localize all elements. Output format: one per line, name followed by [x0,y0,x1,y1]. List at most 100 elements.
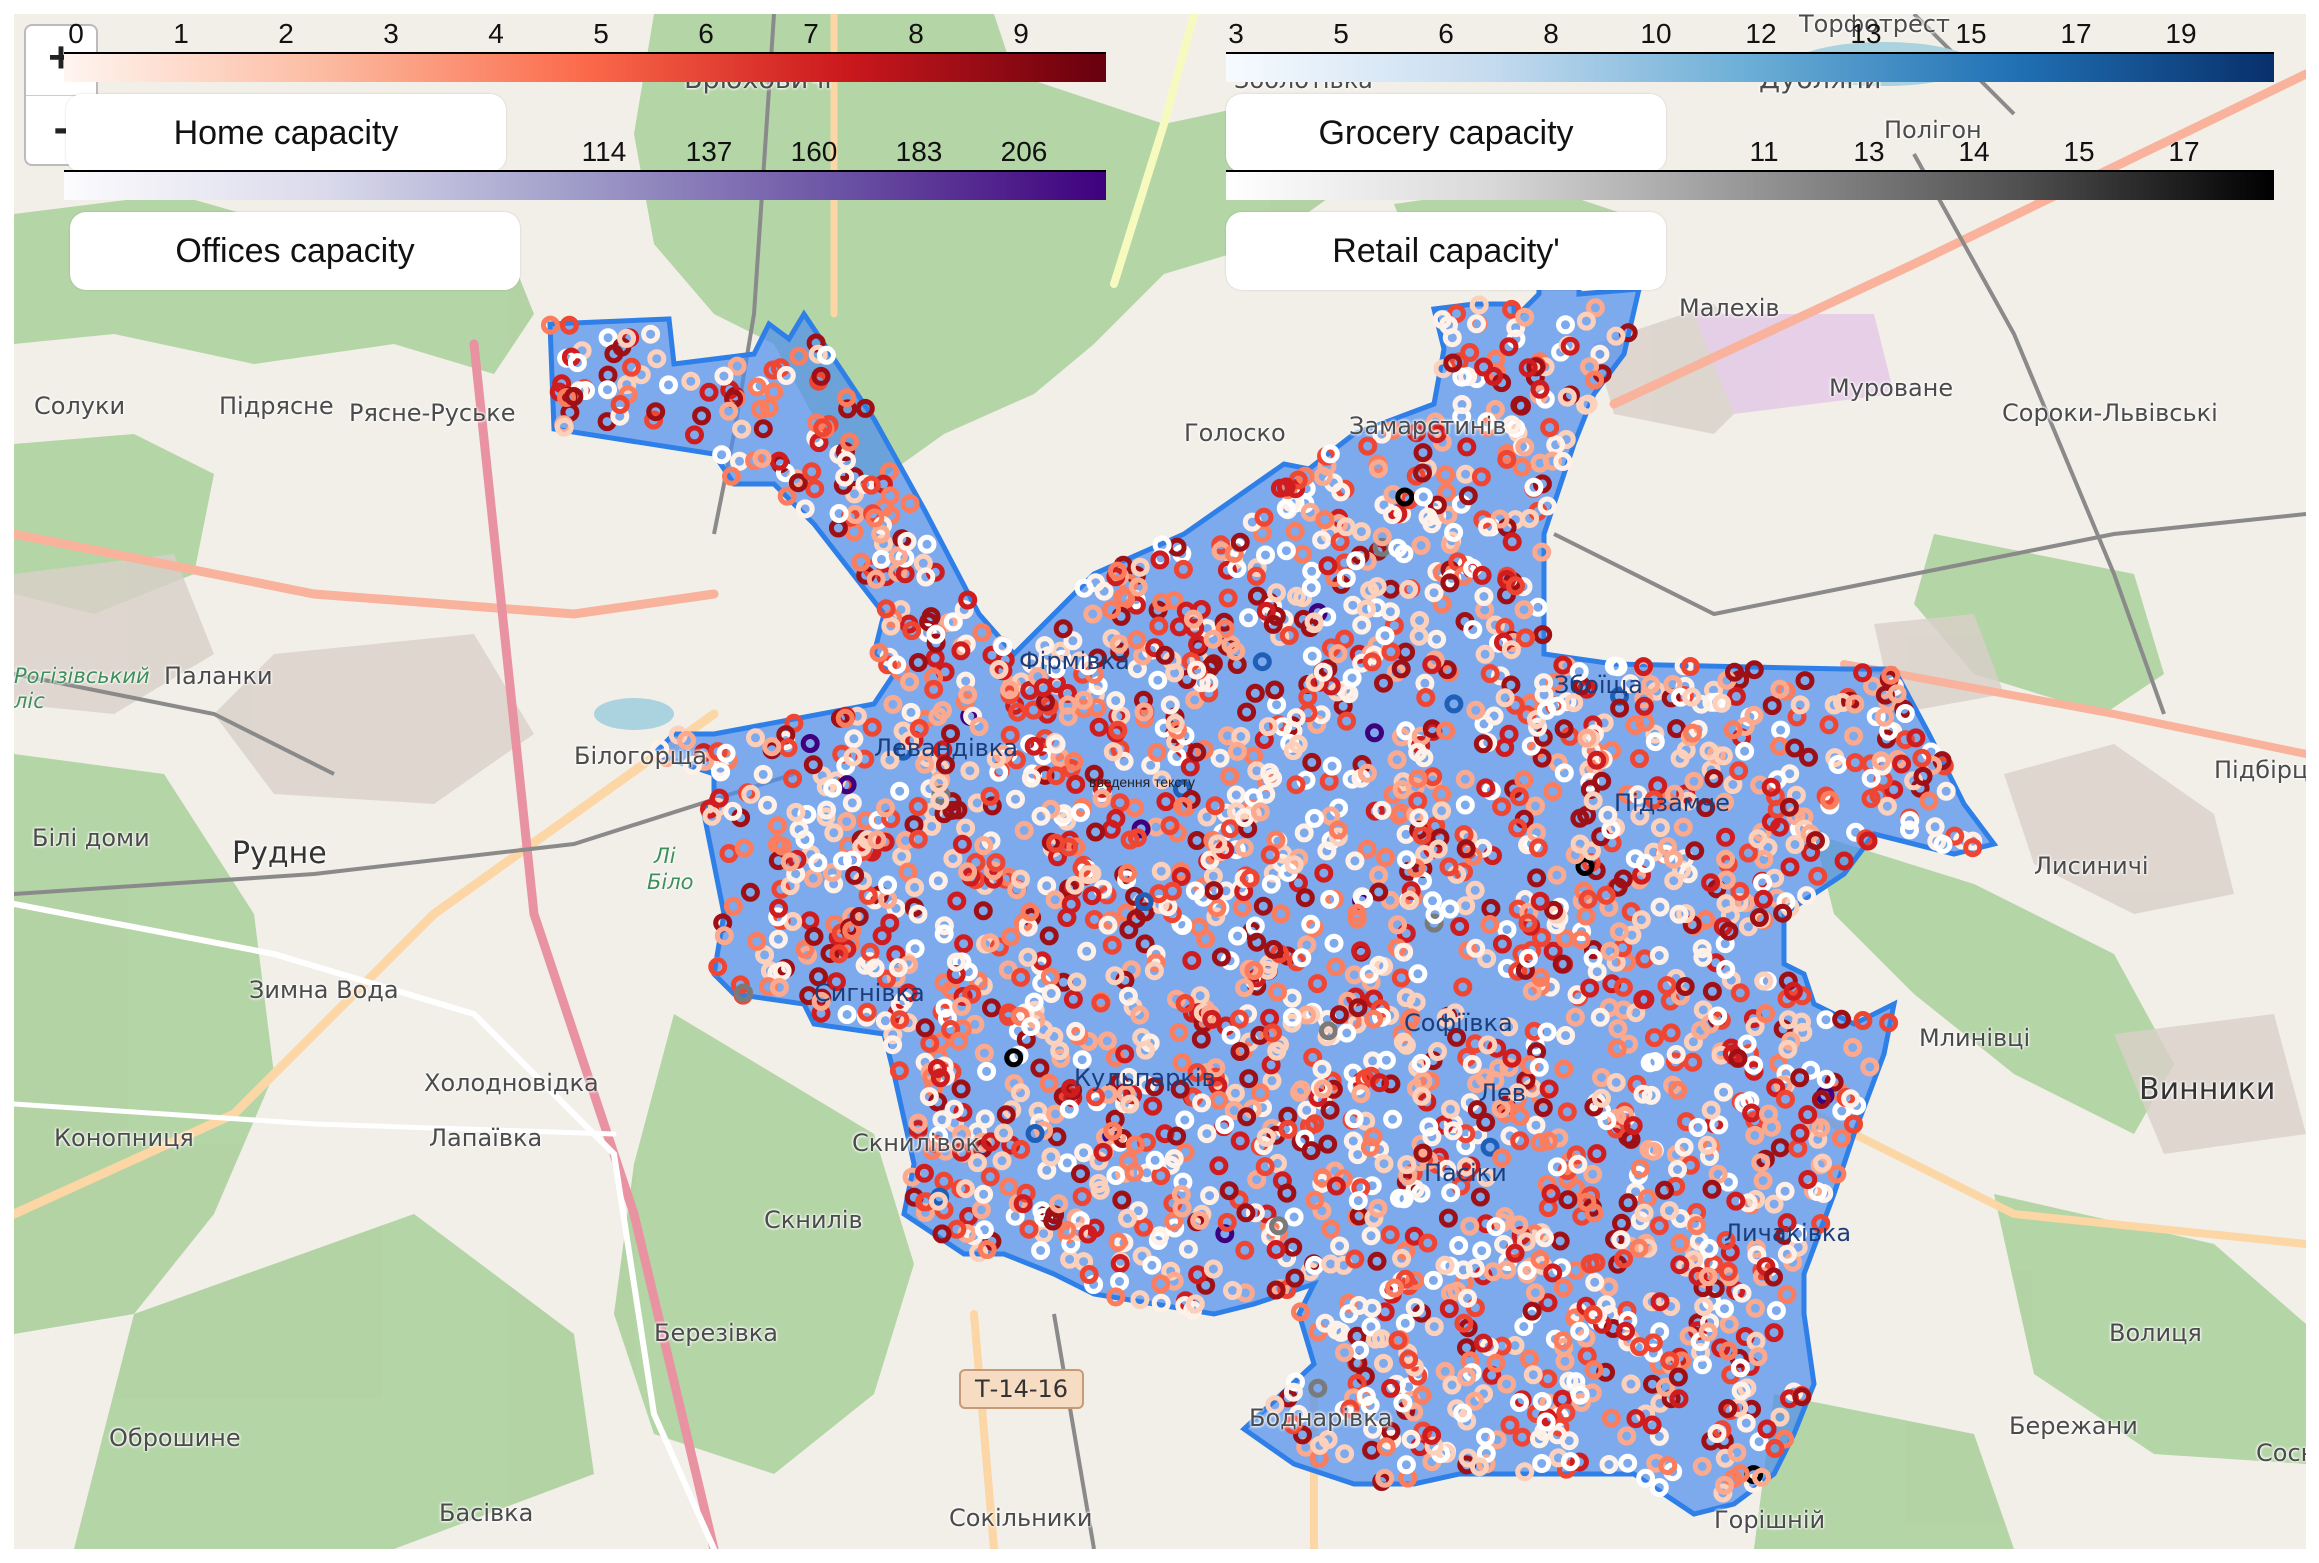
zoom-out-button[interactable]: - [26,95,96,165]
capacity-marker [1649,946,1669,965]
capacity-marker [1592,771,1612,791]
capacity-marker [1613,977,1633,997]
place-label-sokilnyky: Сокільники [949,1504,1093,1532]
capacity-marker [1284,855,1304,875]
capacity-marker [951,1079,971,1099]
capacity-marker [1702,1179,1722,1199]
capacity-marker [1688,1266,1708,1286]
capacity-marker [919,1087,939,1107]
capacity-marker [1118,863,1137,883]
capacity-marker [750,399,770,419]
capacity-marker [1196,929,1215,949]
capacity-marker [1912,748,1932,768]
retail-colorbar-tick: 14 [1958,136,1990,167]
capacity-marker [928,1191,948,1211]
capacity-marker [1190,986,1210,1006]
capacity-marker [1293,1425,1312,1445]
capacity-marker [1785,738,1805,758]
capacity-marker [941,724,960,744]
capacity-marker [1684,771,1704,791]
capacity-marker [1708,1164,1728,1184]
capacity-marker [1492,934,1512,954]
capacity-marker [989,660,1009,679]
capacity-marker [1374,495,1394,515]
capacity-marker [1514,600,1534,620]
capacity-marker [1039,1073,1059,1093]
capacity-marker [1514,770,1534,790]
capacity-marker [1583,791,1603,811]
capacity-marker [769,451,789,471]
capacity-marker [1580,978,1600,998]
grocery-colorbar-tick: 12 [1745,18,1777,49]
grocery-colorbar-tick: 6 [1438,18,1454,49]
capacity-marker [1465,1391,1485,1411]
capacity-marker [1754,849,1774,869]
place-label-lychakivka: Личаківка [1724,1219,1852,1247]
capacity-marker [1351,941,1371,961]
capacity-marker [1380,1225,1400,1245]
capacity-marker [1230,1042,1250,1061]
capacity-marker [677,730,697,750]
capacity-marker [1665,1052,1685,1072]
capacity-marker [1597,1111,1617,1131]
capacity-marker [833,475,853,495]
capacity-marker [1718,1341,1738,1361]
map-canvas[interactable]: Брюховичі Дубляни Полігон Торфотрест Збо… [14,14,2306,1549]
capacity-marker [598,380,617,400]
capacity-marker [1396,1035,1416,1055]
capacity-marker [1452,367,1472,387]
capacity-marker [1013,1194,1033,1214]
capacity-marker [617,375,637,395]
capacity-marker [842,921,862,940]
capacity-marker [1239,608,1258,628]
capacity-marker [1372,424,1392,444]
capacity-marker [1692,1456,1712,1476]
capacity-marker [1312,530,1332,550]
capacity-marker [1408,1366,1428,1386]
capacity-marker [857,1002,877,1022]
capacity-marker [973,901,993,921]
capacity-marker [1507,1090,1527,1110]
capacity-marker [1326,957,1346,977]
capacity-marker [1655,1180,1674,1200]
capacity-marker [1342,769,1362,789]
capacity-marker [1037,876,1057,896]
capacity-marker [1246,566,1266,586]
capacity-marker [1753,889,1773,909]
capacity-marker [1086,822,1106,842]
capacity-marker [951,641,971,661]
capacity-marker [1432,784,1452,804]
capacity-marker [1452,395,1472,414]
capacity-marker [1798,1105,1818,1125]
capacity-marker [1759,1104,1778,1124]
capacity-marker [908,829,928,849]
capacity-marker [1571,930,1591,950]
capacity-marker [952,1124,972,1144]
capacity-marker [1045,890,1065,910]
capacity-marker [1236,1203,1256,1223]
capacity-marker [876,599,896,619]
capacity-marker [1745,1017,1765,1037]
capacity-marker [1109,634,1129,654]
capacity-marker [927,1059,947,1078]
capacity-marker [1936,781,1956,801]
capacity-marker [1134,1217,1154,1237]
capacity-marker [1302,752,1322,772]
capacity-marker [1634,1203,1654,1223]
capacity-marker [1412,1385,1432,1405]
capacity-marker [712,445,732,465]
capacity-marker [1600,941,1620,961]
capacity-marker [1465,1258,1485,1278]
capacity-marker [1016,1183,1036,1203]
capacity-marker [808,344,828,364]
capacity-marker [1401,1008,1421,1028]
capacity-marker [1424,1317,1444,1337]
capacity-marker [1483,1262,1503,1282]
capacity-marker [1146,944,1166,964]
capacity-marker [1716,960,1736,979]
capacity-marker [1729,761,1749,781]
capacity-marker [1560,336,1580,356]
forest-label-bilo: Біло [647,870,694,894]
capacity-marker [1827,1164,1847,1184]
capacity-marker [1098,915,1118,935]
